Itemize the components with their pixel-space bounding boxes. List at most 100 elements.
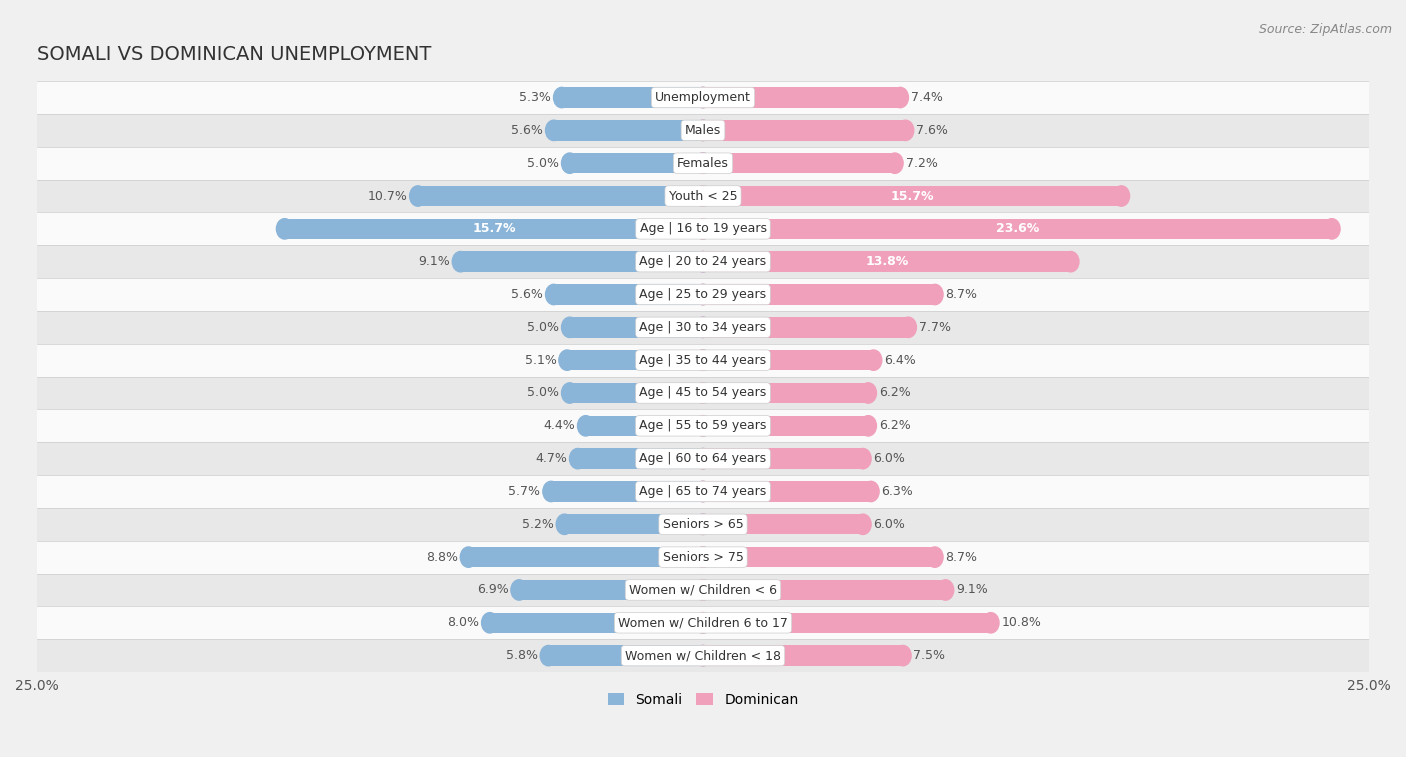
Text: 6.4%: 6.4% <box>884 354 915 366</box>
Bar <box>37 475 1369 508</box>
Circle shape <box>695 383 711 403</box>
Legend: Somali, Dominican: Somali, Dominican <box>602 687 804 712</box>
Circle shape <box>695 251 711 272</box>
Text: Age | 55 to 59 years: Age | 55 to 59 years <box>640 419 766 432</box>
Bar <box>586 416 703 436</box>
Text: 6.2%: 6.2% <box>879 419 911 432</box>
Text: 8.8%: 8.8% <box>426 550 458 564</box>
Circle shape <box>695 448 711 469</box>
Bar <box>703 317 908 338</box>
Bar <box>703 350 873 370</box>
Bar <box>703 646 903 666</box>
Text: Seniors > 65: Seniors > 65 <box>662 518 744 531</box>
Circle shape <box>900 317 917 338</box>
Circle shape <box>695 646 711 666</box>
Circle shape <box>557 514 572 534</box>
Circle shape <box>695 153 711 173</box>
Bar <box>37 376 1369 410</box>
Circle shape <box>409 185 426 206</box>
Bar <box>418 185 703 206</box>
Circle shape <box>561 383 578 403</box>
Text: 5.3%: 5.3% <box>519 91 551 104</box>
Bar <box>703 120 905 141</box>
Circle shape <box>277 219 292 239</box>
Circle shape <box>938 580 953 600</box>
Circle shape <box>695 153 711 173</box>
Bar <box>703 580 945 600</box>
Bar <box>551 481 703 502</box>
Text: 5.8%: 5.8% <box>506 649 538 662</box>
Bar <box>37 147 1369 179</box>
Text: Age | 35 to 44 years: Age | 35 to 44 years <box>640 354 766 366</box>
Circle shape <box>695 350 711 370</box>
Circle shape <box>460 547 477 567</box>
Bar <box>703 481 870 502</box>
Text: 5.0%: 5.0% <box>527 387 560 400</box>
Text: 7.4%: 7.4% <box>911 91 942 104</box>
Circle shape <box>546 120 562 141</box>
Text: 8.0%: 8.0% <box>447 616 479 629</box>
Text: Age | 60 to 64 years: Age | 60 to 64 years <box>640 452 766 465</box>
Text: Age | 30 to 34 years: Age | 30 to 34 years <box>640 321 766 334</box>
Circle shape <box>453 251 468 272</box>
Text: 23.6%: 23.6% <box>995 223 1039 235</box>
Bar <box>519 580 703 600</box>
Text: 5.6%: 5.6% <box>512 288 543 301</box>
Circle shape <box>865 350 882 370</box>
Text: Age | 65 to 74 years: Age | 65 to 74 years <box>640 485 766 498</box>
Text: Women w/ Children 6 to 17: Women w/ Children 6 to 17 <box>619 616 787 629</box>
Circle shape <box>695 448 711 469</box>
Bar <box>562 87 703 107</box>
Circle shape <box>695 87 711 107</box>
Text: 9.1%: 9.1% <box>418 255 450 268</box>
Circle shape <box>855 514 872 534</box>
Circle shape <box>695 350 711 370</box>
Text: 6.9%: 6.9% <box>477 584 509 597</box>
Bar <box>37 81 1369 114</box>
Text: 5.1%: 5.1% <box>524 354 557 366</box>
Bar <box>703 383 868 403</box>
Text: Unemployment: Unemployment <box>655 91 751 104</box>
Bar <box>703 612 991 633</box>
Circle shape <box>1114 185 1129 206</box>
Circle shape <box>543 481 560 502</box>
Circle shape <box>695 317 711 338</box>
Text: 6.2%: 6.2% <box>879 387 911 400</box>
Circle shape <box>927 547 943 567</box>
Circle shape <box>887 153 903 173</box>
Circle shape <box>927 285 943 304</box>
Bar <box>569 383 703 403</box>
Text: 10.8%: 10.8% <box>1001 616 1042 629</box>
Text: 4.7%: 4.7% <box>536 452 567 465</box>
Circle shape <box>482 612 498 633</box>
Bar <box>37 410 1369 442</box>
Circle shape <box>855 448 872 469</box>
Bar <box>37 179 1369 213</box>
Circle shape <box>695 120 711 141</box>
Text: 6.3%: 6.3% <box>882 485 914 498</box>
Circle shape <box>695 185 711 206</box>
Circle shape <box>695 416 711 436</box>
Bar <box>569 317 703 338</box>
Circle shape <box>695 87 711 107</box>
Text: Seniors > 75: Seniors > 75 <box>662 550 744 564</box>
Circle shape <box>695 416 711 436</box>
Bar <box>37 606 1369 639</box>
Circle shape <box>1063 251 1078 272</box>
Circle shape <box>1323 219 1340 239</box>
Text: 15.7%: 15.7% <box>472 223 516 235</box>
Circle shape <box>983 612 1000 633</box>
Circle shape <box>540 646 557 666</box>
Circle shape <box>695 514 711 534</box>
Bar <box>37 442 1369 475</box>
Text: 5.0%: 5.0% <box>527 157 560 170</box>
Bar <box>703 285 935 304</box>
Circle shape <box>695 285 711 304</box>
Text: Females: Females <box>678 157 728 170</box>
Circle shape <box>695 251 711 272</box>
Circle shape <box>695 120 711 141</box>
Circle shape <box>860 416 876 436</box>
Text: Source: ZipAtlas.com: Source: ZipAtlas.com <box>1258 23 1392 36</box>
Circle shape <box>558 350 575 370</box>
Bar <box>37 213 1369 245</box>
